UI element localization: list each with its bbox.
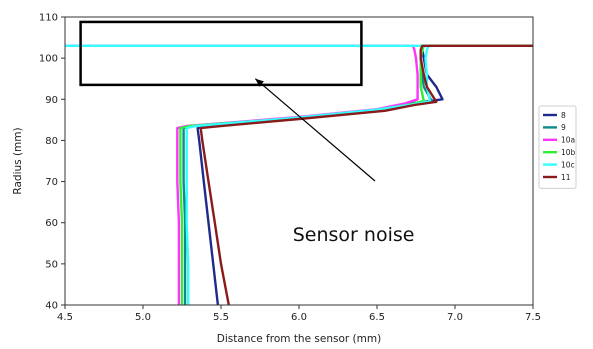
x-tick-label: 4.5 — [57, 312, 73, 323]
y-tick-label: 90 — [45, 95, 58, 106]
series-layer — [65, 44, 533, 306]
y-tick-label: 50 — [45, 259, 58, 270]
ticks-layer: 4.5 5.0 5.5 6.0 6.5 7.0 7.5 40 50 60 70 80 90 100 110 — [39, 13, 541, 324]
y-tick-label: 40 — [45, 301, 58, 312]
legend-label-10b: 10b — [561, 148, 576, 157]
legend-label-9: 9 — [561, 123, 566, 132]
annotation-arrowhead — [255, 78, 264, 87]
legend-label-8: 8 — [561, 111, 566, 120]
y-tick-label: 70 — [45, 177, 58, 188]
legend-label-10c: 10c — [561, 160, 575, 169]
annotation-arrow — [254, 78, 376, 182]
y-tick-label: 110 — [39, 13, 58, 24]
x-tick-label: 7.5 — [525, 312, 541, 323]
x-tick-label: 6.0 — [291, 312, 307, 323]
x-tick-label: 6.5 — [369, 312, 385, 323]
y-tick-label: 80 — [45, 136, 58, 147]
plot-frame — [64, 16, 534, 306]
y-tick-label: 100 — [39, 54, 58, 65]
series-line-10a — [65, 44, 419, 305]
y-tick-label: 60 — [45, 218, 58, 229]
series-line-11 — [199, 44, 533, 306]
x-tick-label: 5.5 — [213, 312, 229, 323]
x-tick-label: 7.0 — [447, 312, 463, 323]
series-line-10c — [65, 44, 432, 305]
legend: 8 9 10a 10b 10c 11 — [538, 105, 577, 189]
annotation-layer: Sensor noise — [79, 20, 415, 246]
legend-label-11: 11 — [561, 173, 571, 182]
legend-label-10a: 10a — [561, 136, 575, 145]
x-tick-label: 5.0 — [135, 312, 151, 323]
annotation-text: Sensor noise — [293, 224, 415, 246]
annotation-box — [79, 20, 363, 87]
x-axis-label: Distance from the sensor (mm) — [217, 333, 381, 345]
y-axis-label: Radius (mm) — [12, 127, 24, 194]
